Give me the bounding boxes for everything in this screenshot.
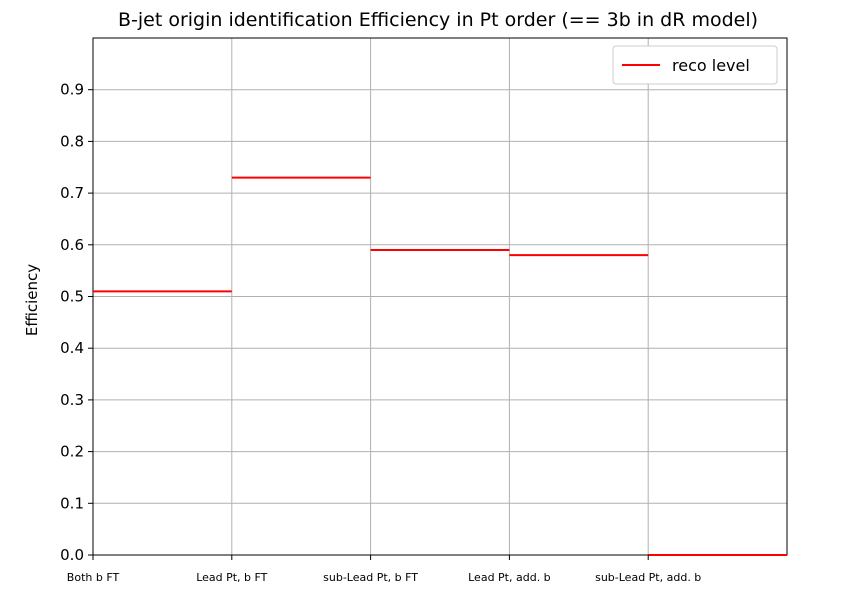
x-tick-label: sub-Lead Pt, b FT xyxy=(323,571,418,584)
chart-title: B-jet origin identification Efficiency i… xyxy=(118,9,758,31)
y-axis-label: Efficiency xyxy=(23,264,41,336)
y-tick-label: 0.6 xyxy=(60,236,84,254)
grid xyxy=(93,38,787,556)
y-tick-label: 0.0 xyxy=(60,546,84,564)
y-axis-ticks: 0.0 0.1 0.2 0.3 0.4 0.5 0.6 0.7 0.8 0.9 xyxy=(60,81,93,564)
x-tick-label: sub-Lead Pt, add. b xyxy=(595,571,701,584)
x-tick-label: Both b FT xyxy=(67,571,120,584)
legend-label: reco level xyxy=(672,56,750,75)
y-tick-label: 0.8 xyxy=(60,132,84,150)
y-tick-label: 0.9 xyxy=(60,81,84,99)
series-layer xyxy=(93,176,787,556)
x-axis-ticks: Both b FT Lead Pt, b FT sub-Lead Pt, b FT L… xyxy=(67,555,701,584)
y-tick-label: 0.1 xyxy=(60,494,84,512)
y-tick-label: 0.2 xyxy=(60,443,84,461)
legend-box xyxy=(612,45,778,85)
y-tick-label: 0.3 xyxy=(60,391,84,409)
x-tick-label: Lead Pt, add. b xyxy=(468,571,551,584)
y-tick-label: 0.5 xyxy=(60,288,84,306)
y-tick-label: 0.7 xyxy=(60,184,84,202)
y-tick-label: 0.4 xyxy=(60,339,84,357)
legend: reco level xyxy=(612,45,778,85)
x-tick-label: Lead Pt, b FT xyxy=(196,571,267,584)
